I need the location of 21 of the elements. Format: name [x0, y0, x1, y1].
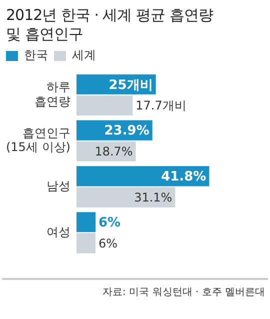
data-label: 25개비 [108, 78, 153, 93]
data-label: 23.9% [104, 124, 150, 139]
legend-label: 세계 [72, 48, 96, 62]
bar [76, 233, 96, 254]
bar [76, 212, 96, 232]
data-label: 6% [98, 215, 121, 230]
data-label: 31.1% [134, 190, 172, 204]
y-tick-label: 하루 흡연량 [34, 80, 70, 108]
bar [76, 95, 133, 116]
legend-label: 한국 [24, 48, 48, 62]
data-label: 6% [98, 236, 118, 250]
bar [76, 166, 210, 186]
y-tick-label: 남성 [46, 178, 70, 193]
y-tick-label: 여성 [46, 224, 70, 239]
data-label: 41.8% [161, 170, 206, 185]
data-label: 18.7% [94, 144, 133, 159]
text: 자료: 미국 워싱턴대 · 호주 멜버른대 [2, 278, 268, 299]
bar [76, 187, 176, 208]
chart-title: 2012년 한국 · 세계 평균 흡연량 및 흡연인구 [5, 5, 214, 44]
data-label: 17.7개비 [136, 98, 186, 113]
y-tick-label: 흡연인구 (15세 이상) [6, 126, 70, 154]
